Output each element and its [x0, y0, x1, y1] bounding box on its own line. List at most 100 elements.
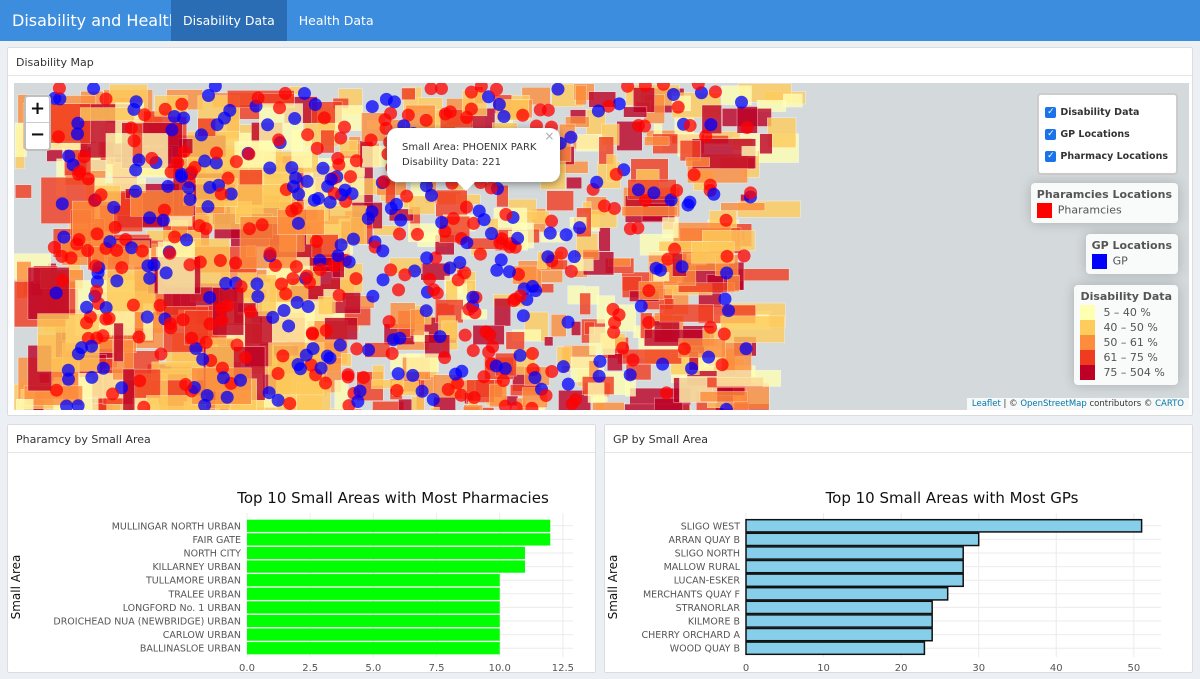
pharmacy-marker [80, 316, 94, 330]
pharmacy-marker [410, 227, 424, 241]
pharmacy-marker [670, 183, 684, 197]
pharmacy-marker [126, 298, 140, 312]
y-tick-label: MULLINGAR NORTH URBAN [112, 521, 241, 532]
x-tick-label: 40 [1050, 663, 1063, 672]
pharmacy-marker [458, 328, 472, 342]
gp-marker [406, 368, 420, 382]
layer-toggle-pharmacy[interactable]: ✓ Pharmacy Locations [1045, 145, 1168, 167]
pharmacy-marker [484, 181, 498, 195]
bar [247, 533, 551, 546]
gp-marker [266, 310, 280, 324]
pharmacy-marker [616, 341, 630, 355]
small-area-polygon [411, 396, 425, 410]
map-layer[interactable] [14, 83, 1189, 410]
pharmacy-marker [668, 242, 682, 256]
layer-toggle-disability[interactable]: ✓ Disability Data [1045, 101, 1168, 123]
gp-marker [492, 97, 506, 111]
pharmacy-marker [393, 227, 407, 241]
bar [745, 627, 933, 642]
tab-disability-data[interactable]: Disability Data [171, 0, 287, 41]
pharmacy-marker [272, 133, 286, 147]
checkbox-checked-icon[interactable]: ✓ [1045, 106, 1057, 118]
gp-marker [96, 361, 110, 375]
pharmacy-marker [94, 188, 108, 202]
pharmacy-marker [460, 110, 474, 124]
gp-marker [513, 348, 527, 362]
pharmacy-marker [350, 342, 364, 356]
small-area-polygon [401, 87, 416, 101]
pharmacy-marker [77, 150, 91, 164]
gp-marker [612, 97, 626, 111]
bar [247, 587, 500, 600]
gp-marker [165, 123, 179, 137]
zoom-in-button[interactable]: + [26, 97, 49, 123]
gp-marker [61, 372, 75, 386]
gp-marker [314, 361, 328, 375]
map-popup: × Small Area: PHOENIX PARK Disability Da… [387, 128, 561, 191]
checkbox-checked-icon[interactable]: ✓ [1045, 128, 1057, 140]
small-area-polygon [644, 136, 670, 146]
popup-close-button[interactable]: × [544, 129, 555, 143]
bar [247, 560, 525, 573]
pharmacy-marker [263, 246, 277, 260]
y-tick-label: MERCHANTS QUAY F [643, 589, 740, 600]
checkbox-checked-icon[interactable]: ✓ [1045, 150, 1057, 162]
pharmacy-marker [744, 186, 758, 200]
legend-label: 5 – 40 % [1103, 306, 1151, 319]
pharmacy-marker [214, 187, 228, 201]
y-tick-label: SLIGO WEST [681, 521, 740, 532]
gp-marker [394, 213, 408, 227]
gp-marker [110, 274, 124, 288]
y-tick-label: WOOD QUAY B [670, 644, 740, 655]
pharmacy-marker [90, 227, 104, 241]
pharmacy-marker [609, 167, 623, 181]
leaflet-link[interactable]: Leaflet [971, 399, 1001, 409]
small-area-polygon [598, 227, 611, 252]
pharmacy-marker [106, 387, 120, 401]
small-area-polygon [571, 321, 582, 336]
x-tick-label: 30 [972, 663, 985, 672]
gp-marker [57, 230, 71, 244]
pharmacy-marker [337, 120, 351, 134]
gp-marker [277, 304, 291, 318]
pharmacy-marker [621, 83, 635, 93]
pharmacy-marker [424, 83, 438, 96]
osm-link[interactable]: OpenStreetMap [1020, 399, 1087, 409]
gp-marker [99, 301, 113, 315]
pharmacy-marker [268, 259, 282, 273]
layer-toggle-gp[interactable]: ✓ GP Locations [1045, 123, 1168, 145]
pharmacy-marker [286, 272, 300, 286]
pharmacy-marker [47, 240, 61, 254]
small-area-polygon [546, 190, 574, 211]
gp-marker [174, 169, 188, 183]
popup-small-area: Small Area: PHOENIX PARK [402, 142, 537, 153]
gp-marker [702, 350, 716, 364]
gp-marker [159, 266, 173, 280]
small-area-polygon [716, 370, 782, 387]
legend-row: 5 – 40 % [1080, 305, 1172, 320]
gp-marker [675, 260, 689, 274]
pharmacy-marker [507, 294, 521, 308]
tab-health-data[interactable]: Health Data [298, 13, 374, 28]
legend-label: 75 – 504 % [1103, 366, 1165, 379]
pharmacy-marker [163, 246, 177, 260]
gp-marker [707, 187, 721, 201]
pharmacy-marker [138, 108, 152, 122]
gp-marker [291, 216, 305, 230]
pharmacy-marker [317, 111, 331, 125]
pharmacy-marker [213, 254, 227, 268]
carto-link[interactable]: CARTO [1155, 399, 1184, 409]
gp-marker [143, 271, 157, 285]
pharmacy-marker [229, 155, 243, 169]
disability-map[interactable]: + − × Small Area: PHOENIX PARK Disabilit… [14, 83, 1189, 410]
zoom-out-button[interactable]: − [29, 124, 46, 145]
gp-box-title: GP by Small Area [605, 425, 1192, 453]
y-tick-label: FAIR GATE [193, 535, 241, 546]
pharmacy-marker [349, 272, 363, 286]
small-area-polygon [406, 353, 439, 372]
pharmacy-marker [677, 342, 691, 356]
legend-label: Pharamcies [1057, 203, 1122, 217]
gp-marker [567, 250, 581, 264]
y-tick-label: LUCAN-ESKER [674, 576, 741, 587]
x-tick-label: 10.0 [489, 663, 511, 672]
